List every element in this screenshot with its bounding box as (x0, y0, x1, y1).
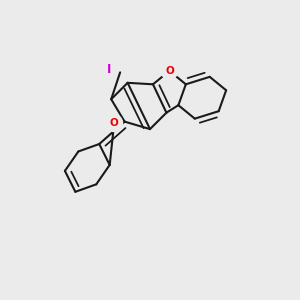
Text: I: I (106, 64, 111, 76)
Text: O: O (165, 66, 174, 76)
Text: O: O (110, 118, 118, 128)
Circle shape (161, 62, 178, 79)
Circle shape (106, 115, 122, 131)
Circle shape (100, 61, 117, 78)
